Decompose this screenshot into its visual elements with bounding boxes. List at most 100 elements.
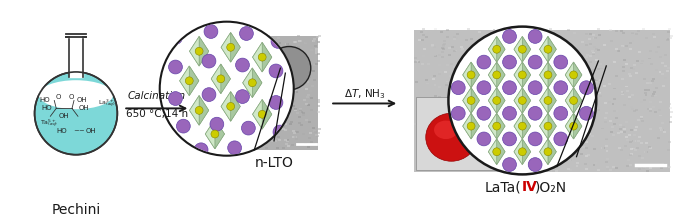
Circle shape <box>160 22 294 156</box>
Bar <box>609 120 612 122</box>
Bar <box>297 63 300 65</box>
Bar <box>625 136 628 138</box>
Text: )O₂N: )O₂N <box>536 180 567 194</box>
Bar <box>605 137 608 139</box>
Bar <box>289 106 292 108</box>
Bar <box>597 109 600 111</box>
Bar <box>286 77 288 79</box>
Circle shape <box>467 97 475 104</box>
Bar <box>630 67 633 69</box>
Bar <box>273 109 276 111</box>
Bar <box>315 41 318 43</box>
Polygon shape <box>463 62 471 88</box>
Bar <box>251 146 254 147</box>
Bar <box>451 76 455 78</box>
Bar <box>631 31 634 33</box>
Bar <box>313 40 316 42</box>
Bar <box>214 95 217 97</box>
Polygon shape <box>221 92 231 121</box>
Bar <box>451 131 454 133</box>
Bar <box>632 147 635 149</box>
Bar <box>518 30 521 32</box>
Bar <box>313 38 316 40</box>
Bar <box>301 133 305 135</box>
Ellipse shape <box>217 112 252 139</box>
Bar <box>314 134 318 136</box>
Bar <box>504 103 507 105</box>
Bar <box>245 100 248 102</box>
Polygon shape <box>253 42 262 72</box>
Bar <box>632 140 635 142</box>
Bar <box>666 39 669 41</box>
Bar <box>508 143 512 145</box>
Bar <box>441 111 444 113</box>
Bar <box>288 73 290 75</box>
Bar <box>641 120 644 122</box>
Bar <box>278 49 281 51</box>
Bar <box>538 81 541 83</box>
Bar <box>304 145 308 147</box>
Bar <box>284 123 286 125</box>
Bar <box>640 101 643 103</box>
Bar <box>289 123 292 125</box>
Bar <box>586 101 589 103</box>
Bar <box>649 82 652 84</box>
Bar <box>488 163 491 165</box>
Bar <box>654 95 657 97</box>
Polygon shape <box>471 113 480 139</box>
Bar <box>516 54 519 56</box>
Bar <box>453 36 456 38</box>
Bar <box>275 43 277 45</box>
Bar <box>591 120 594 122</box>
Bar <box>534 133 536 135</box>
Bar <box>647 108 649 110</box>
Bar <box>447 152 450 154</box>
Bar <box>513 110 516 112</box>
Bar <box>548 146 551 148</box>
Bar <box>573 79 576 81</box>
Bar <box>580 61 583 62</box>
Bar <box>589 45 592 47</box>
Bar <box>549 28 552 30</box>
Bar <box>526 105 529 107</box>
Bar <box>594 94 597 96</box>
Bar <box>440 139 443 141</box>
Bar <box>292 105 295 107</box>
Bar <box>220 134 223 136</box>
Bar <box>569 43 572 45</box>
Bar <box>303 54 306 56</box>
Bar <box>633 140 636 142</box>
Bar <box>620 46 623 48</box>
Bar <box>593 164 595 166</box>
Bar <box>664 163 667 165</box>
Bar <box>264 93 266 95</box>
Polygon shape <box>262 99 272 129</box>
Polygon shape <box>573 88 582 113</box>
Bar <box>535 79 538 81</box>
Circle shape <box>477 55 490 69</box>
Bar <box>614 167 618 169</box>
Bar <box>632 40 634 42</box>
Bar <box>443 137 445 139</box>
Bar <box>451 151 454 153</box>
Bar <box>461 132 464 134</box>
Bar <box>434 55 437 57</box>
Bar <box>532 64 536 66</box>
Bar <box>233 46 236 48</box>
Polygon shape <box>514 62 523 88</box>
Bar <box>233 111 236 113</box>
Bar <box>638 156 640 158</box>
Polygon shape <box>540 62 548 88</box>
Bar <box>427 126 431 128</box>
Bar <box>466 92 469 94</box>
Bar <box>260 59 262 61</box>
Bar <box>495 97 497 99</box>
Bar <box>219 130 222 132</box>
Bar <box>566 83 569 85</box>
Bar <box>594 38 597 40</box>
Bar <box>246 103 249 105</box>
Bar <box>251 137 253 139</box>
Bar <box>538 84 541 86</box>
Bar <box>606 145 608 147</box>
Bar <box>456 137 458 139</box>
